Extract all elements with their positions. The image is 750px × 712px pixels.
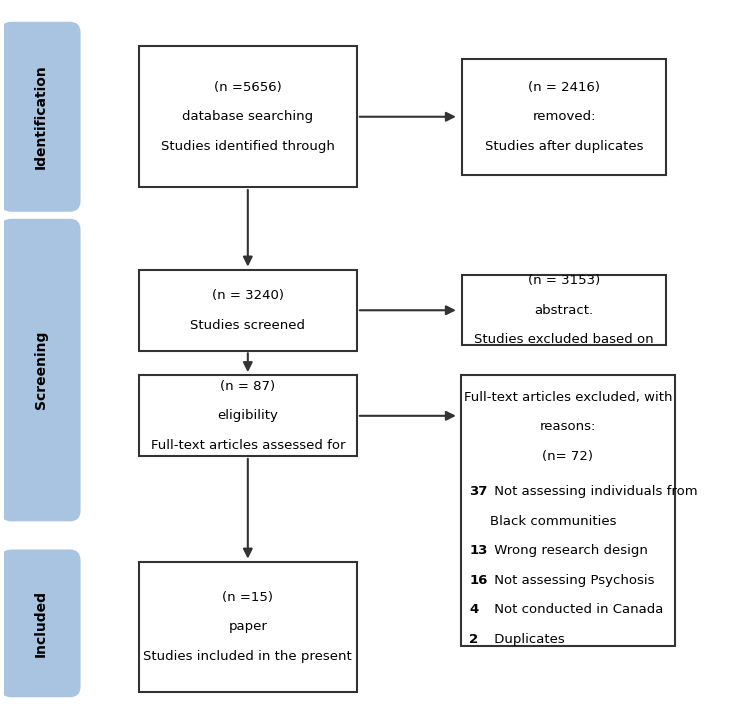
Text: (n =5656): (n =5656) [214, 80, 282, 94]
Text: Screening: Screening [34, 331, 47, 409]
Text: Studies screened: Studies screened [190, 318, 305, 332]
Text: removed:: removed: [532, 110, 596, 123]
Text: 13: 13 [470, 544, 488, 557]
FancyBboxPatch shape [1, 550, 80, 697]
Text: 2: 2 [470, 633, 478, 646]
Text: Studies after duplicates: Studies after duplicates [485, 140, 644, 153]
Text: Full-text articles excluded, with: Full-text articles excluded, with [464, 391, 672, 404]
Text: eligibility: eligibility [217, 409, 278, 422]
Text: Black communities: Black communities [490, 515, 616, 528]
Text: (n =15): (n =15) [222, 591, 273, 604]
Text: reasons:: reasons: [540, 420, 596, 434]
FancyBboxPatch shape [460, 375, 675, 646]
Text: (n = 2416): (n = 2416) [528, 80, 600, 94]
Text: Studies included in the present: Studies included in the present [143, 650, 352, 663]
Text: Identification: Identification [34, 64, 47, 169]
FancyBboxPatch shape [139, 375, 357, 456]
Text: Wrong research design: Wrong research design [490, 544, 647, 557]
Text: 37: 37 [470, 485, 488, 498]
Text: Included: Included [34, 590, 47, 657]
Text: Duplicates: Duplicates [490, 633, 565, 646]
Text: 4: 4 [470, 603, 478, 617]
Text: Not assessing individuals from: Not assessing individuals from [490, 485, 698, 498]
Text: Studies excluded based on: Studies excluded based on [475, 333, 654, 346]
Text: Not conducted in Canada: Not conducted in Canada [490, 603, 663, 617]
FancyBboxPatch shape [1, 22, 80, 211]
Text: 16: 16 [470, 574, 488, 587]
Text: abstract.: abstract. [535, 304, 594, 317]
FancyBboxPatch shape [139, 562, 357, 692]
FancyBboxPatch shape [1, 219, 80, 521]
Text: Studies identified through: Studies identified through [161, 140, 334, 153]
FancyBboxPatch shape [139, 46, 357, 187]
Text: Full-text articles assessed for: Full-text articles assessed for [151, 439, 345, 452]
Text: (n = 3153): (n = 3153) [528, 274, 600, 287]
Text: (n= 72): (n= 72) [542, 450, 593, 463]
FancyBboxPatch shape [462, 275, 666, 345]
Text: Not assessing Psychosis: Not assessing Psychosis [490, 574, 654, 587]
Text: (n = 87): (n = 87) [220, 379, 275, 393]
FancyBboxPatch shape [139, 270, 357, 351]
Text: database searching: database searching [182, 110, 314, 123]
Text: (n = 3240): (n = 3240) [211, 289, 284, 302]
Text: paper: paper [229, 620, 267, 634]
FancyBboxPatch shape [462, 58, 666, 175]
